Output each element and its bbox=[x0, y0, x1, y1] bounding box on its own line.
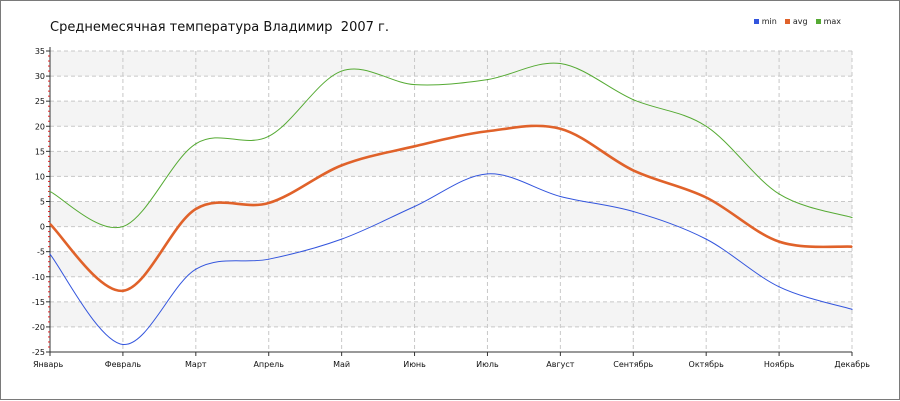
data-point-avg bbox=[851, 246, 853, 248]
data-point-max bbox=[559, 62, 561, 65]
grid-band bbox=[50, 51, 852, 77]
data-point-avg bbox=[49, 223, 51, 225]
data-point-max bbox=[851, 216, 853, 219]
chart-title: Среднемесячная температура Владимир 2007… bbox=[50, 20, 389, 35]
series-line-min bbox=[49, 173, 853, 345]
y-tick-label: 0 bbox=[40, 223, 45, 232]
data-point-max bbox=[268, 135, 270, 137]
data-point-avg bbox=[559, 128, 561, 130]
x-tick-label: Апрель bbox=[253, 360, 284, 369]
data-point-min bbox=[268, 258, 270, 260]
y-tick-label: -25 bbox=[32, 348, 45, 357]
grid-band bbox=[50, 301, 852, 327]
data-point-max bbox=[195, 143, 197, 145]
x-tick-label: Сентябрь bbox=[613, 360, 653, 369]
legend-swatch bbox=[815, 19, 821, 24]
data-point-min bbox=[632, 210, 634, 213]
data-point-max bbox=[413, 84, 416, 86]
y-tick-label: 10 bbox=[35, 172, 45, 181]
data-point-min bbox=[122, 343, 124, 346]
y-tick-label: -15 bbox=[32, 298, 45, 307]
x-tick-label: Июль bbox=[476, 360, 499, 369]
grid-band bbox=[50, 151, 852, 177]
data-point-avg bbox=[705, 196, 707, 199]
y-tick-label: 30 bbox=[35, 72, 45, 81]
y-tick-label: -20 bbox=[32, 323, 45, 332]
legend-entry-min: min bbox=[753, 17, 777, 26]
legend-entry-max: max bbox=[815, 17, 841, 26]
y-tick-label: -5 bbox=[37, 248, 45, 257]
data-point-avg bbox=[413, 145, 416, 147]
x-tick-label: Январь bbox=[33, 360, 63, 369]
data-point-min bbox=[778, 286, 780, 288]
x-tick-label: Май bbox=[333, 360, 350, 369]
legend-label: max bbox=[823, 17, 841, 26]
data-point-min bbox=[559, 195, 561, 198]
data-point-min bbox=[851, 308, 853, 310]
legend-swatch bbox=[784, 19, 790, 24]
y-tick-label: 15 bbox=[35, 147, 45, 156]
x-tick-label: Октябрь bbox=[689, 360, 725, 369]
y-tick-label: 25 bbox=[35, 97, 45, 106]
data-point-max bbox=[49, 190, 51, 193]
data-point-max bbox=[778, 193, 780, 195]
y-tick-label: 20 bbox=[35, 122, 45, 131]
legend-label: avg bbox=[792, 17, 808, 26]
x-tick-label: Декабрь bbox=[834, 360, 870, 369]
series-line-max bbox=[49, 62, 853, 229]
data-point-avg bbox=[486, 130, 489, 132]
data-point-min bbox=[413, 205, 416, 208]
legend-swatch bbox=[753, 19, 759, 24]
data-point-min bbox=[486, 173, 489, 175]
legend-label: min bbox=[761, 17, 777, 26]
data-point-avg bbox=[268, 202, 270, 204]
x-tick-label: Ноябрь bbox=[764, 360, 795, 369]
x-tick-label: Август bbox=[546, 360, 575, 369]
grid-band bbox=[50, 251, 852, 277]
data-point-max bbox=[632, 99, 634, 101]
legend-entry-avg: avg bbox=[784, 17, 808, 26]
series-line-avg bbox=[49, 124, 853, 293]
data-point-avg bbox=[195, 208, 197, 210]
y-tick-label: -10 bbox=[32, 273, 45, 282]
y-tick-label: 35 bbox=[35, 47, 45, 56]
grid-band bbox=[50, 101, 852, 127]
x-tick-label: Март bbox=[185, 360, 207, 369]
data-point-avg bbox=[632, 169, 634, 171]
data-point-min bbox=[195, 268, 197, 270]
data-point-avg bbox=[341, 164, 343, 166]
data-point-avg bbox=[122, 290, 124, 292]
x-tick-label: Февраль bbox=[105, 360, 142, 369]
y-tick-label: 5 bbox=[40, 198, 45, 207]
data-point-max bbox=[486, 78, 489, 81]
data-point-max bbox=[341, 70, 343, 72]
data-point-min bbox=[49, 253, 51, 255]
data-point-max bbox=[705, 125, 707, 127]
data-point-avg bbox=[778, 241, 780, 243]
data-point-min bbox=[341, 238, 343, 240]
data-point-min bbox=[705, 238, 707, 240]
x-tick-label: Июнь bbox=[403, 360, 426, 369]
data-point-max bbox=[122, 225, 124, 228]
legend: min avg max bbox=[753, 17, 841, 26]
